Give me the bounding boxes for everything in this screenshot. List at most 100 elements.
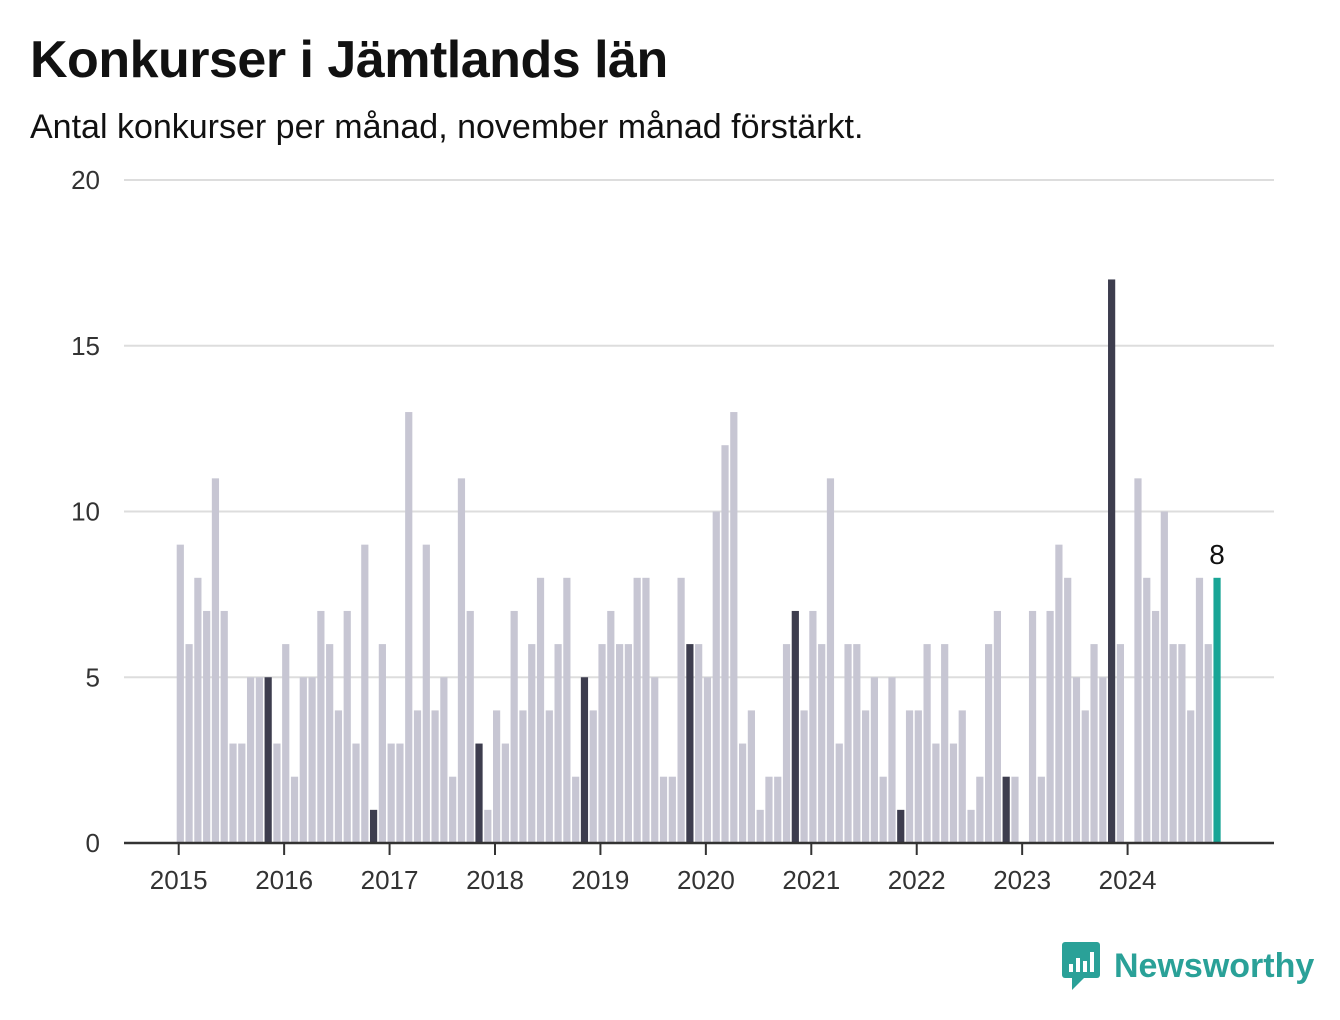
bar (264, 677, 272, 843)
bar (361, 544, 369, 843)
bar (607, 610, 615, 843)
bar (870, 677, 878, 843)
bar (536, 577, 545, 843)
bar (378, 644, 386, 843)
bar (774, 776, 782, 843)
bar (818, 644, 826, 843)
bar (528, 644, 536, 843)
bar (747, 710, 755, 843)
bar (905, 710, 914, 843)
bar (238, 743, 246, 843)
y-axis-ticks: 0 5 10 15 20 (71, 165, 100, 858)
bar (185, 644, 193, 843)
bar (651, 677, 659, 843)
bar (1090, 644, 1098, 843)
bar (659, 776, 668, 843)
bar (343, 610, 351, 843)
bar (449, 776, 457, 843)
bars (176, 279, 1221, 843)
bar (211, 478, 220, 843)
bar (1204, 644, 1212, 843)
bar (967, 809, 975, 843)
bar (985, 644, 993, 843)
bar (387, 743, 395, 843)
x-tick-label: 2017 (361, 865, 419, 895)
bar (844, 644, 852, 843)
bar (958, 710, 966, 843)
bar (501, 743, 509, 843)
y-tick-label: 0 (86, 828, 100, 858)
bar (396, 743, 404, 843)
bar (721, 445, 729, 843)
bar (563, 577, 571, 843)
x-axis: 2015 2016 2017 2018 2019 2020 2021 2022 2023 2024 (124, 841, 1274, 895)
bar (273, 743, 281, 843)
bar (1081, 710, 1089, 843)
bar (1072, 677, 1081, 843)
bar (326, 644, 334, 843)
bar (897, 809, 905, 843)
bar (1011, 776, 1019, 843)
bar (290, 776, 299, 843)
bar (598, 644, 606, 843)
bar (484, 809, 492, 843)
bar (422, 544, 430, 843)
x-tick-label: 2015 (150, 865, 208, 895)
bar (413, 710, 422, 843)
bar (1143, 577, 1151, 843)
bar (1099, 677, 1107, 843)
bar (431, 710, 439, 843)
y-tick-label: 20 (71, 165, 100, 195)
bar (589, 710, 597, 843)
bar (1178, 644, 1186, 843)
y-tick-label: 5 (86, 662, 100, 692)
bar (352, 743, 360, 843)
bar (739, 743, 747, 843)
bar (1213, 577, 1221, 843)
x-tick-label: 2020 (677, 865, 735, 895)
bar (1055, 544, 1063, 843)
bar (457, 478, 466, 843)
bar (809, 610, 817, 843)
bar (677, 577, 685, 843)
bar (932, 743, 940, 843)
bar (554, 644, 562, 843)
bar (976, 776, 984, 843)
bar (229, 743, 237, 843)
bar (1160, 511, 1168, 843)
bar (624, 644, 632, 843)
bar (633, 577, 641, 843)
bar (220, 610, 228, 843)
bar (923, 644, 931, 843)
bar (1064, 577, 1072, 843)
bar (369, 809, 378, 843)
bar (510, 610, 518, 843)
bar (1108, 279, 1116, 843)
gridlines (124, 179, 1274, 679)
bar (493, 710, 501, 843)
bar (299, 677, 307, 843)
bar (853, 644, 861, 843)
bar (475, 743, 483, 843)
bar (686, 644, 694, 843)
bar (308, 677, 316, 843)
bar (695, 644, 703, 843)
bar (317, 610, 325, 843)
bar (1187, 710, 1195, 843)
bar (440, 677, 448, 843)
bar (580, 677, 589, 843)
bar (782, 644, 791, 843)
bar (1169, 644, 1177, 843)
bar (194, 577, 202, 843)
bar (176, 544, 184, 843)
x-tick-label: 2016 (255, 865, 313, 895)
data-label: 8 (1209, 539, 1225, 570)
bar (730, 412, 738, 843)
brand: Newsworthy (1060, 938, 1314, 994)
bar (765, 776, 773, 843)
x-tick-label: 2022 (888, 865, 946, 895)
bar (246, 677, 255, 843)
bar (255, 677, 263, 843)
bar (879, 776, 887, 843)
bar (1151, 610, 1160, 843)
